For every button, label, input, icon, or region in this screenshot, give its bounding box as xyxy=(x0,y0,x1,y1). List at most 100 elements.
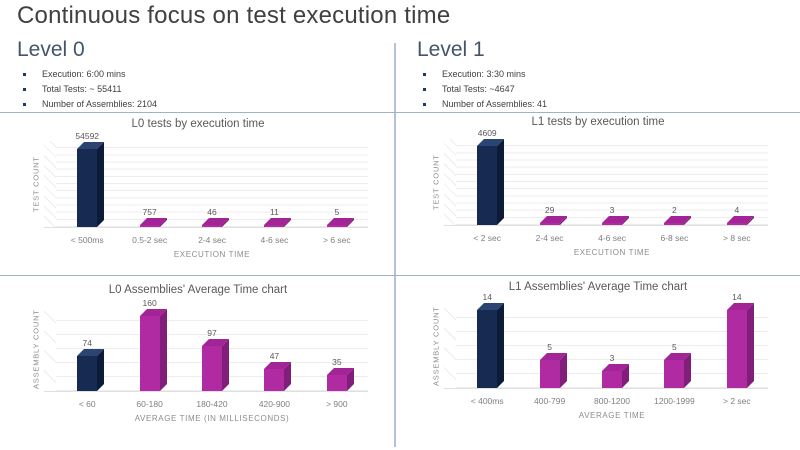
bar: 97 xyxy=(202,328,223,391)
bar-value-label: 97 xyxy=(207,328,217,338)
chart-body: TEST COUNT 54592 757 46 11 5 xyxy=(28,131,368,228)
category-label: 4-6 sec xyxy=(598,233,626,243)
section-level-1: Level 1 Execution: 3:30 mins Total Tests… xyxy=(417,38,787,114)
bar-cell: 5 xyxy=(518,342,580,388)
chart-title: L0 Assemblies' Average Time chart xyxy=(108,284,288,296)
chart-l1-assemblies-average-time: L1 Assemblies' Average Time chart ASSEMBL… xyxy=(428,281,768,420)
bar: 4609 xyxy=(477,128,498,225)
category-label: 60-180 xyxy=(136,399,163,409)
bar-value-label: 3 xyxy=(609,205,615,215)
y-axis-label: ASSEMBLY COUNT xyxy=(431,306,441,387)
bar: 46 xyxy=(202,207,223,227)
bar-cell: 5 xyxy=(306,207,368,227)
bar-value-label: 11 xyxy=(270,207,279,217)
bar-value-label: 5 xyxy=(334,207,340,217)
chart-title: L1 Assemblies' Average Time chart xyxy=(508,281,688,293)
bullet-text: Total Tests: ~ 55411 xyxy=(42,84,122,94)
bar-cell: 757 xyxy=(118,207,180,227)
bullet-text: Number of Assemblies: 41 xyxy=(442,99,548,109)
category-axis: < 400ms 400-799 800-1200 1200-1999 > 2 sec xyxy=(456,396,768,406)
bullet-icon xyxy=(423,102,426,106)
category-label: 2-4 sec xyxy=(198,235,226,245)
level-0-heading: Level 0 xyxy=(17,38,85,61)
bar: 54592 xyxy=(75,131,99,227)
bar: 3 xyxy=(602,205,623,225)
list-item: Number of Assemblies: 41 xyxy=(421,99,787,109)
bar: 35 xyxy=(326,357,347,391)
bar-cell: 3 xyxy=(581,353,643,388)
bullet-icon xyxy=(23,102,26,106)
bar: 4 xyxy=(726,205,747,225)
category-label: > 900 xyxy=(326,399,348,409)
chart-3d-side-wall xyxy=(44,307,56,392)
x-axis-label: EXECUTION TIME xyxy=(573,248,651,257)
category-axis: < 2 sec 2-4 sec 4-6 sec 6-8 sec > 8 sec xyxy=(456,233,768,243)
chart-title: L1 tests by execution time xyxy=(531,116,665,128)
bar-value-label: 757 xyxy=(142,207,157,217)
category-label: 800-1200 xyxy=(594,396,630,406)
chart-body: ASSEMBLY COUNT 14 5 3 5 14 xyxy=(428,292,768,389)
bar-cell: 35 xyxy=(306,357,368,391)
bar: 47 xyxy=(264,351,285,391)
chart-l0-tests-by-execution-time: L0 tests by execution time TEST COUNT 5459… xyxy=(28,118,368,259)
chart-3d-side-wall xyxy=(444,139,456,226)
y-axis-label: TEST COUNT xyxy=(431,154,441,211)
bar-value-label: 14 xyxy=(732,292,742,302)
bar-value-label: 46 xyxy=(207,207,217,217)
bar-value-label: 5 xyxy=(672,342,677,352)
bar-value-label: 160 xyxy=(142,298,157,308)
chart-l0-assemblies-average-time: L0 Assemblies' Average Time chart ASSEMBL… xyxy=(28,284,368,423)
bar-cell: 97 xyxy=(181,328,243,391)
vertical-divider xyxy=(394,43,396,447)
bar-cell: 5 xyxy=(643,342,705,388)
category-label: 180-420 xyxy=(196,399,228,409)
bar-value-label: 35 xyxy=(332,357,342,367)
bar-value-label: 4 xyxy=(734,205,740,215)
bar-value-label: 4609 xyxy=(477,128,497,138)
chart-title: L0 tests by execution time xyxy=(131,118,265,130)
list-item: Execution: 6:00 mins xyxy=(21,69,387,79)
bar-value-label: 54592 xyxy=(75,131,100,141)
x-axis-label: AVERAGE TIME (IN MILLISECONDS) xyxy=(134,414,290,423)
bullet-icon xyxy=(23,87,26,91)
category-label: < 60 xyxy=(78,399,96,409)
bullet-icon xyxy=(423,72,426,76)
list-item: Number of Assemblies: 2104 xyxy=(21,99,387,109)
chart-3d-side-wall xyxy=(44,141,56,228)
bullet-text: Total Tests: ~4647 xyxy=(442,84,515,94)
section-level-0: Level 0 Execution: 6:00 mins Total Tests… xyxy=(17,38,387,114)
bar-value-label: 29 xyxy=(544,205,555,215)
bar: 160 xyxy=(139,298,160,391)
category-label: < 500ms xyxy=(70,235,104,245)
bar-cell: 4609 xyxy=(456,128,518,225)
category-label: > 8 sec xyxy=(723,233,751,243)
x-axis-label: AVERAGE TIME xyxy=(578,411,646,420)
bar-value-label: 14 xyxy=(482,292,492,302)
category-label: > 2 sec xyxy=(723,396,751,406)
category-label: < 400ms xyxy=(470,396,504,406)
bar-cell: 29 xyxy=(518,205,580,225)
bar-cell: 14 xyxy=(706,292,768,388)
category-label: 400-799 xyxy=(534,396,566,406)
bar-cell: 74 xyxy=(56,338,118,391)
bar-cell: 54592 xyxy=(56,131,118,227)
bar: 5 xyxy=(539,342,560,388)
level-0-bullet-list: Execution: 6:00 mins Total Tests: ~ 5541… xyxy=(17,69,387,109)
bar: 2 xyxy=(664,205,685,225)
bar-cell: 160 xyxy=(118,298,180,391)
list-item: Execution: 3:30 mins xyxy=(421,69,787,79)
bar-value-label: 5 xyxy=(547,342,552,352)
category-label: 2-4 sec xyxy=(535,233,564,243)
category-label: 6-8 sec xyxy=(660,233,689,243)
bar-value-label: 74 xyxy=(82,338,92,348)
x-axis-label: EXECUTION TIME xyxy=(173,250,251,259)
bar-cell: 47 xyxy=(243,351,305,391)
list-item: Total Tests: ~ 55411 xyxy=(21,84,387,94)
bar-cell: 46 xyxy=(181,207,243,227)
category-label: > 6 sec xyxy=(323,235,351,245)
bar: 757 xyxy=(139,207,160,227)
category-axis: < 500ms 0.5-2 sec 2-4 sec 4-6 sec > 6 sec xyxy=(56,235,368,245)
level-1-bullet-list: Execution: 3:30 mins Total Tests: ~4647 … xyxy=(417,69,787,109)
bullet-text: Execution: 6:00 mins xyxy=(42,69,126,79)
